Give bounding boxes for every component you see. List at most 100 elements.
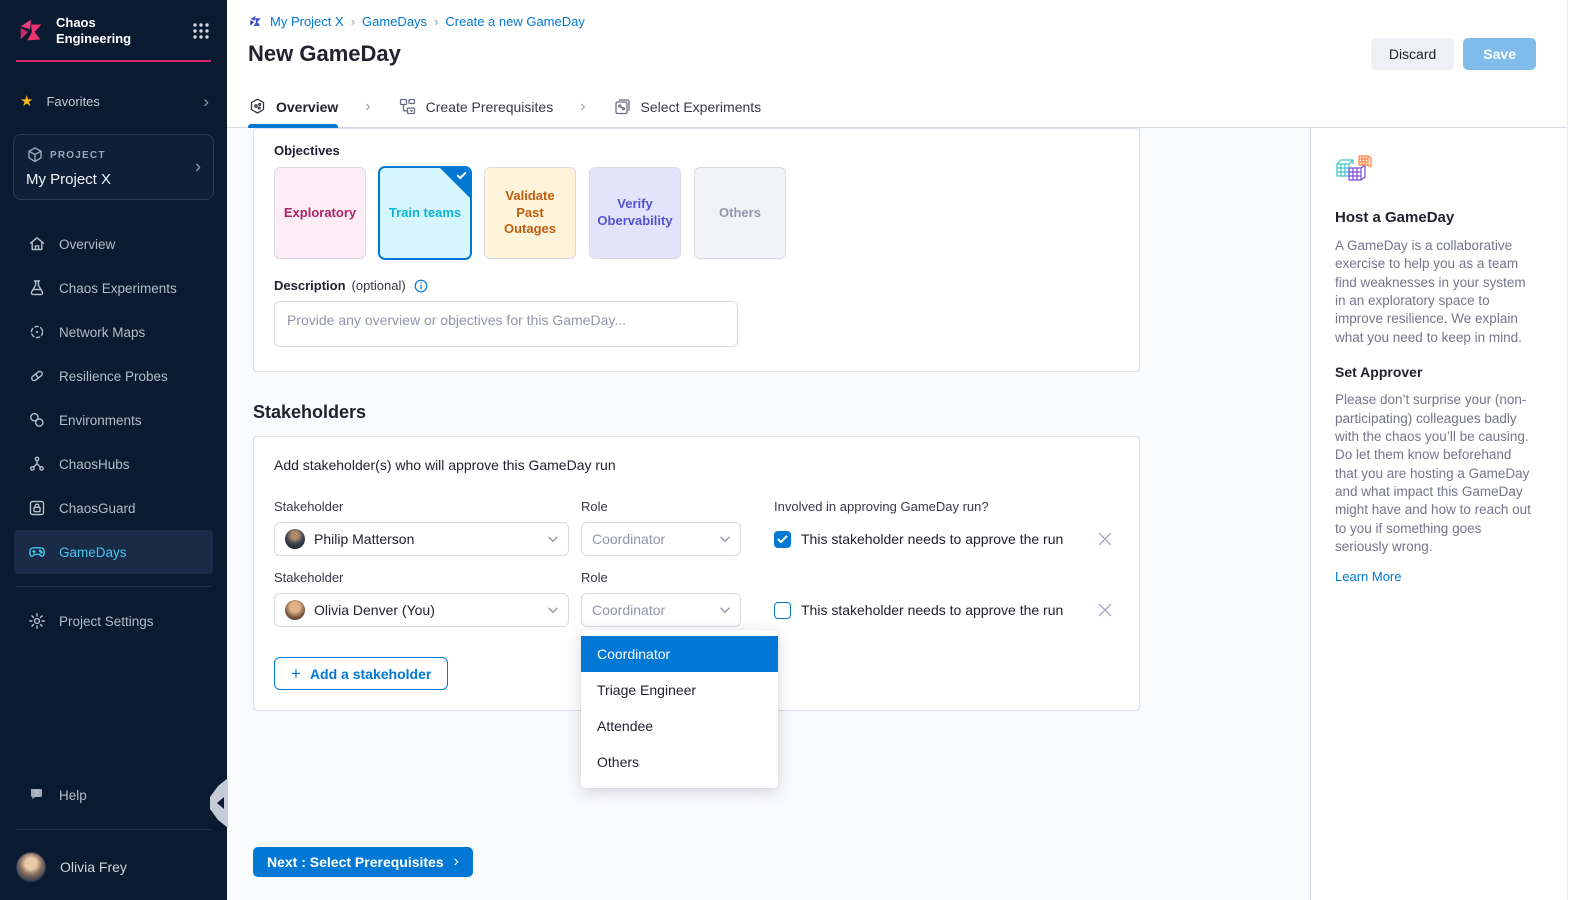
approve-cell: This stakeholder needs to approve the ru… — [774, 601, 1064, 619]
approve-checkbox-unchecked[interactable] — [774, 601, 791, 619]
sidebar-item-environments[interactable]: Environments — [14, 398, 213, 442]
sidebar-item-gamedays[interactable]: GameDays — [14, 530, 213, 575]
objective-validate-past-outages[interactable]: Validate Past Outages — [484, 167, 576, 259]
chevron-right-icon: › — [203, 91, 209, 111]
involved-column-label: Involved in approving GameDay run? — [774, 499, 989, 514]
module-grid-icon[interactable] — [191, 21, 211, 41]
tab-create-prerequisites[interactable]: Create Prerequisites — [398, 86, 553, 127]
page-scrollbar[interactable] — [1567, 0, 1580, 900]
role-dropdown: Coordinator Triage Engineer Attendee Oth… — [581, 630, 778, 788]
stakeholder-select[interactable]: Philip Matterson — [274, 522, 569, 556]
objective-others[interactable]: Others — [694, 167, 786, 259]
user-name: Olivia Frey — [60, 859, 127, 875]
dashed-circle-icon — [30, 325, 44, 339]
flowchart-icon — [399, 98, 415, 115]
role-select-open[interactable]: Coordinator — [581, 593, 741, 627]
page-header: My Project X › GameDays › Create a new G… — [227, 0, 1580, 86]
help-panel-title: Host a GameDay — [1335, 209, 1455, 226]
chevron-right-icon: › — [434, 14, 439, 29]
svg-text:?: ? — [34, 791, 38, 798]
role-option-others[interactable]: Others — [597, 754, 640, 770]
next-select-prerequisites-button[interactable]: Next : Select Prerequisites › — [253, 847, 473, 877]
chevron-down-icon — [720, 607, 730, 613]
sidebar-item-help[interactable]: ? Help — [14, 773, 213, 817]
breadcrumb-project[interactable]: My Project X — [270, 14, 344, 29]
sidebar-item-resilience-probes[interactable]: Resilience Probes — [14, 354, 213, 398]
role-select-wrap: Coordinator — [581, 522, 741, 556]
cubes-icon — [1336, 155, 1372, 181]
molecule-icon — [30, 456, 45, 471]
stakeholder-select[interactable]: Olivia Denver (You) — [274, 593, 569, 627]
role-option-triage-engineer[interactable]: Triage Engineer — [597, 682, 697, 698]
nav-divider — [16, 829, 211, 830]
role-select-wrap: Coordinator Coordinator Triage Engineer … — [581, 593, 778, 788]
brand-header: Chaos Engineering — [0, 0, 227, 57]
stakeholder-row: Olivia Denver (You) Coordinator Coordina… — [274, 593, 1119, 788]
chevron-right-icon: › — [365, 97, 371, 115]
chevron-down-icon — [548, 536, 558, 542]
role-option-coordinator[interactable]: Coordinator — [581, 636, 778, 672]
sidebar-nav: Overview Chaos Experiments Network Maps … — [0, 222, 227, 643]
tab-select-experiments[interactable]: Select Experiments — [613, 86, 761, 127]
description-label: Description — [274, 278, 346, 293]
description-input[interactable] — [274, 301, 738, 347]
chaos-engineering-logo-icon — [20, 19, 42, 40]
breadcrumb-gamedays[interactable]: GameDays — [362, 14, 428, 29]
stakeholders-heading: Stakeholders — [253, 402, 367, 422]
stakeholders-card: Add stakeholder(s) who will approve this… — [253, 436, 1140, 788]
star-icon: ★ — [20, 92, 34, 110]
info-icon[interactable] — [414, 279, 428, 293]
sidebar-item-chaos-experiments[interactable]: Chaos Experiments — [14, 266, 213, 310]
help-panel-paragraph: A GameDay is a collaborative exercise to… — [1335, 238, 1526, 345]
approve-label: This stakeholder needs to approve the ru… — [801, 602, 1064, 618]
approve-cell: This stakeholder needs to approve the ru… — [774, 530, 1064, 548]
gear-icon — [29, 613, 45, 630]
project-name: My Project X — [26, 171, 112, 189]
check-icon — [777, 534, 788, 543]
objectives-label: Objectives — [274, 143, 340, 158]
sidebar-item-project-settings[interactable]: Project Settings — [14, 599, 213, 643]
learn-more-link[interactable]: Learn More — [1335, 569, 1402, 585]
chevron-right-icon: › — [195, 156, 201, 177]
chevron-right-icon: › — [453, 853, 459, 870]
discard-button[interactable]: Discard — [1370, 38, 1455, 70]
nav-divider — [16, 586, 211, 588]
approve-checkbox-checked[interactable] — [774, 530, 791, 548]
avatar — [285, 600, 305, 620]
project-selector[interactable]: PROJECT My Project X › — [13, 134, 214, 201]
remove-stakeholder-icon[interactable] — [1097, 602, 1113, 618]
project-eyebrow: PROJECT — [26, 146, 201, 164]
cube-icon — [28, 147, 42, 163]
sidebar-item-overview[interactable]: Overview — [14, 222, 213, 266]
role-select[interactable]: Coordinator — [581, 522, 741, 556]
breadcrumb-create[interactable]: Create a new GameDay — [445, 14, 585, 29]
stakeholder-column-label: Stakeholder — [274, 570, 344, 585]
user-menu[interactable]: Olivia Frey — [0, 842, 227, 890]
objective-exploratory[interactable]: Exploratory — [274, 167, 366, 259]
brand-title: Chaos Engineering — [56, 15, 132, 46]
objective-verify-obervability[interactable]: Verify Obervability — [589, 167, 681, 259]
sidebar-item-chaosguard[interactable]: ChaosGuard — [14, 486, 213, 530]
sidebar-item-network-maps[interactable]: Network Maps — [14, 310, 213, 354]
breadcrumb: My Project X › GameDays › Create a new G… — [248, 14, 1556, 29]
save-button[interactable]: Save — [1463, 38, 1536, 70]
approve-label: This stakeholder needs to approve the ru… — [801, 531, 1064, 547]
main-area: My Project X › GameDays › Create a new G… — [227, 0, 1580, 900]
tab-overview[interactable]: Overview — [248, 86, 339, 128]
help-panel: Host a GameDay A GameDay is a collaborat… — [1310, 128, 1580, 900]
gamepad-icon — [29, 547, 45, 558]
objective-options: Exploratory Train teams Validate Past Ou… — [274, 167, 1119, 259]
role-option-attendee[interactable]: Attendee — [597, 718, 654, 734]
chevron-right-icon: › — [350, 14, 356, 29]
chaos-module-icon — [250, 15, 261, 27]
sidebar-footer: ? Help Olivia Frey — [0, 773, 227, 900]
add-stakeholder-button[interactable]: + Add a stakeholder — [274, 657, 449, 690]
chevron-right-icon: › — [580, 97, 586, 115]
remove-stakeholder-icon[interactable] — [1097, 531, 1113, 547]
chevron-down-icon — [720, 536, 730, 542]
sidebar-item-chaoshubs[interactable]: ChaosHubs — [14, 442, 213, 486]
brand-accent-divider — [16, 60, 211, 63]
sidebar-item-favorites[interactable]: ★ Favorites › — [0, 86, 227, 116]
objective-train-teams[interactable]: Train teams — [379, 167, 471, 259]
